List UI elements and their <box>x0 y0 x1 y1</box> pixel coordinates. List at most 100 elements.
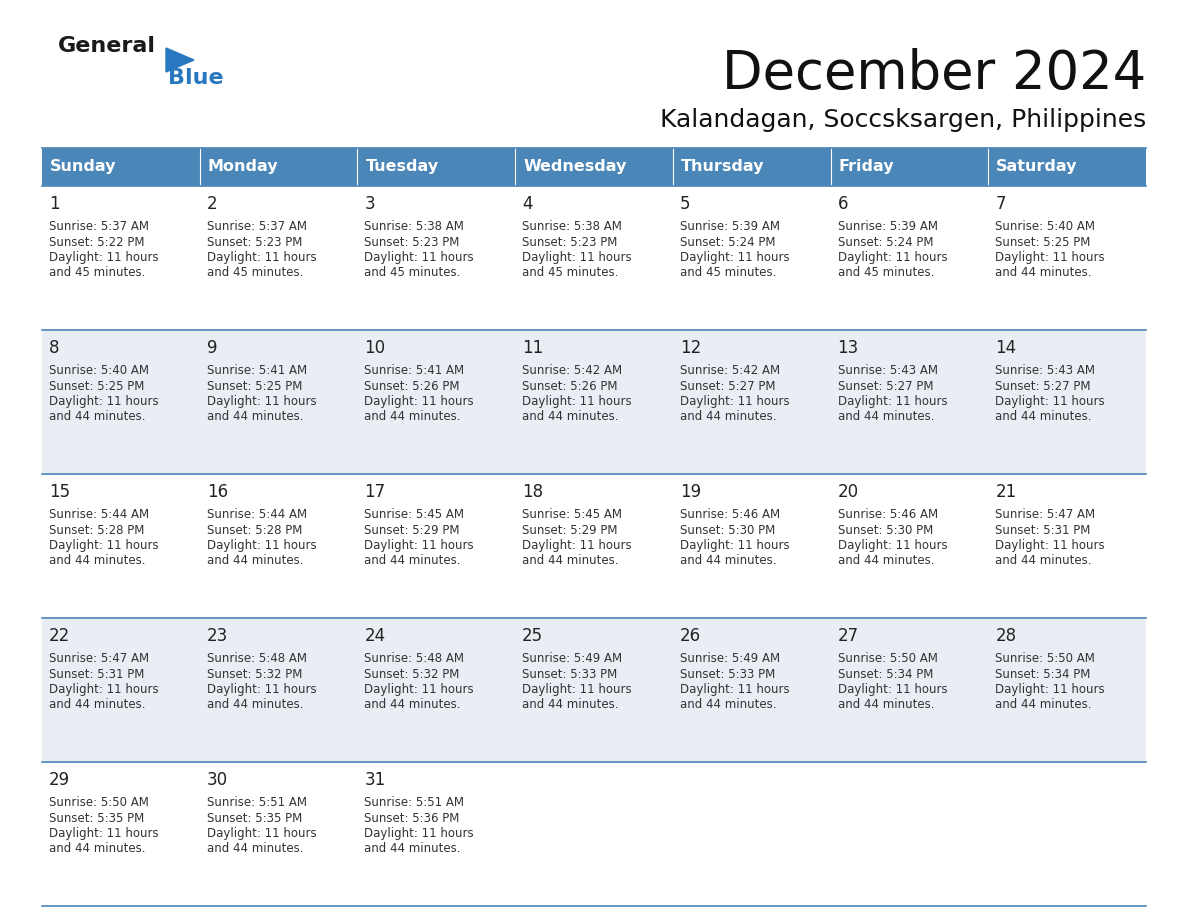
Text: Sunset: 5:35 PM: Sunset: 5:35 PM <box>207 812 302 824</box>
Text: Sunrise: 5:46 AM: Sunrise: 5:46 AM <box>838 508 937 521</box>
Text: Daylight: 11 hours: Daylight: 11 hours <box>49 683 159 696</box>
Text: Sunset: 5:26 PM: Sunset: 5:26 PM <box>365 379 460 393</box>
Text: Daylight: 11 hours: Daylight: 11 hours <box>680 683 790 696</box>
Text: Daylight: 11 hours: Daylight: 11 hours <box>207 827 316 840</box>
Text: 15: 15 <box>49 483 70 501</box>
Text: and 44 minutes.: and 44 minutes. <box>996 266 1092 279</box>
Text: Sunset: 5:33 PM: Sunset: 5:33 PM <box>523 667 618 680</box>
Text: and 45 minutes.: and 45 minutes. <box>365 266 461 279</box>
Text: 12: 12 <box>680 339 701 357</box>
Text: and 44 minutes.: and 44 minutes. <box>49 699 145 711</box>
Text: Daylight: 11 hours: Daylight: 11 hours <box>680 395 790 408</box>
Text: Daylight: 11 hours: Daylight: 11 hours <box>523 683 632 696</box>
Text: Sunrise: 5:40 AM: Sunrise: 5:40 AM <box>49 364 148 377</box>
Text: 10: 10 <box>365 339 386 357</box>
Text: 4: 4 <box>523 195 532 213</box>
Text: Sunrise: 5:44 AM: Sunrise: 5:44 AM <box>49 508 150 521</box>
Text: Sunrise: 5:49 AM: Sunrise: 5:49 AM <box>680 652 781 665</box>
Bar <box>42 762 1146 906</box>
Text: and 45 minutes.: and 45 minutes. <box>523 266 619 279</box>
Text: Sunset: 5:25 PM: Sunset: 5:25 PM <box>49 379 145 393</box>
Text: Sunset: 5:29 PM: Sunset: 5:29 PM <box>365 523 460 536</box>
Text: and 44 minutes.: and 44 minutes. <box>207 554 303 567</box>
Text: Tuesday: Tuesday <box>366 160 438 174</box>
Text: 13: 13 <box>838 339 859 357</box>
Text: Daylight: 11 hours: Daylight: 11 hours <box>207 683 316 696</box>
Text: and 45 minutes.: and 45 minutes. <box>49 266 145 279</box>
Text: Sunset: 5:27 PM: Sunset: 5:27 PM <box>680 379 776 393</box>
Text: Daylight: 11 hours: Daylight: 11 hours <box>838 395 947 408</box>
Text: Daylight: 11 hours: Daylight: 11 hours <box>996 395 1105 408</box>
Text: 5: 5 <box>680 195 690 213</box>
Text: Sunrise: 5:37 AM: Sunrise: 5:37 AM <box>207 220 307 233</box>
Text: Daylight: 11 hours: Daylight: 11 hours <box>49 395 159 408</box>
Text: Sunrise: 5:45 AM: Sunrise: 5:45 AM <box>365 508 465 521</box>
Text: and 44 minutes.: and 44 minutes. <box>365 843 461 856</box>
Text: Sunset: 5:32 PM: Sunset: 5:32 PM <box>207 667 302 680</box>
Text: 14: 14 <box>996 339 1017 357</box>
Text: Sunday: Sunday <box>50 160 116 174</box>
Text: Sunrise: 5:41 AM: Sunrise: 5:41 AM <box>365 364 465 377</box>
Text: and 44 minutes.: and 44 minutes. <box>523 699 619 711</box>
Text: Sunrise: 5:42 AM: Sunrise: 5:42 AM <box>523 364 623 377</box>
Text: and 44 minutes.: and 44 minutes. <box>49 554 145 567</box>
Text: Daylight: 11 hours: Daylight: 11 hours <box>996 683 1105 696</box>
Text: Daylight: 11 hours: Daylight: 11 hours <box>365 395 474 408</box>
Text: Sunrise: 5:50 AM: Sunrise: 5:50 AM <box>838 652 937 665</box>
Text: December 2024: December 2024 <box>722 48 1146 100</box>
Text: Sunrise: 5:50 AM: Sunrise: 5:50 AM <box>996 652 1095 665</box>
Text: Sunrise: 5:48 AM: Sunrise: 5:48 AM <box>207 652 307 665</box>
Text: Sunset: 5:28 PM: Sunset: 5:28 PM <box>49 523 145 536</box>
Text: Sunset: 5:24 PM: Sunset: 5:24 PM <box>680 236 776 249</box>
Text: Daylight: 11 hours: Daylight: 11 hours <box>523 539 632 552</box>
Text: Daylight: 11 hours: Daylight: 11 hours <box>207 395 316 408</box>
Text: Sunset: 5:34 PM: Sunset: 5:34 PM <box>996 667 1091 680</box>
Text: Daylight: 11 hours: Daylight: 11 hours <box>365 539 474 552</box>
Text: Thursday: Thursday <box>681 160 764 174</box>
Text: Daylight: 11 hours: Daylight: 11 hours <box>365 827 474 840</box>
Text: Sunset: 5:33 PM: Sunset: 5:33 PM <box>680 667 775 680</box>
Text: Sunrise: 5:43 AM: Sunrise: 5:43 AM <box>838 364 937 377</box>
Text: Daylight: 11 hours: Daylight: 11 hours <box>365 683 474 696</box>
Text: and 44 minutes.: and 44 minutes. <box>207 699 303 711</box>
Text: Sunrise: 5:51 AM: Sunrise: 5:51 AM <box>365 796 465 809</box>
Text: Daylight: 11 hours: Daylight: 11 hours <box>49 827 159 840</box>
Text: Daylight: 11 hours: Daylight: 11 hours <box>523 395 632 408</box>
Text: 11: 11 <box>523 339 543 357</box>
Text: Monday: Monday <box>208 160 278 174</box>
Text: and 44 minutes.: and 44 minutes. <box>838 699 934 711</box>
Text: and 44 minutes.: and 44 minutes. <box>207 410 303 423</box>
Text: Sunrise: 5:48 AM: Sunrise: 5:48 AM <box>365 652 465 665</box>
Text: Sunset: 5:31 PM: Sunset: 5:31 PM <box>49 667 145 680</box>
Text: Sunset: 5:25 PM: Sunset: 5:25 PM <box>996 236 1091 249</box>
Text: Sunrise: 5:43 AM: Sunrise: 5:43 AM <box>996 364 1095 377</box>
Text: 29: 29 <box>49 771 70 789</box>
Text: 18: 18 <box>523 483 543 501</box>
Bar <box>988 148 1146 186</box>
Text: Sunrise: 5:40 AM: Sunrise: 5:40 AM <box>996 220 1095 233</box>
Bar <box>830 148 988 186</box>
Text: Sunset: 5:29 PM: Sunset: 5:29 PM <box>523 523 618 536</box>
Text: and 44 minutes.: and 44 minutes. <box>49 410 145 423</box>
Text: Sunset: 5:25 PM: Sunset: 5:25 PM <box>207 379 302 393</box>
Text: Daylight: 11 hours: Daylight: 11 hours <box>365 251 474 264</box>
Bar <box>200 148 358 186</box>
Text: and 44 minutes.: and 44 minutes. <box>996 554 1092 567</box>
Text: Sunset: 5:28 PM: Sunset: 5:28 PM <box>207 523 302 536</box>
Text: 27: 27 <box>838 627 859 645</box>
Text: Daylight: 11 hours: Daylight: 11 hours <box>996 251 1105 264</box>
Text: 20: 20 <box>838 483 859 501</box>
Text: 7: 7 <box>996 195 1006 213</box>
Text: Sunrise: 5:50 AM: Sunrise: 5:50 AM <box>49 796 148 809</box>
Text: 1: 1 <box>49 195 59 213</box>
Text: Sunrise: 5:41 AM: Sunrise: 5:41 AM <box>207 364 307 377</box>
Text: Daylight: 11 hours: Daylight: 11 hours <box>523 251 632 264</box>
Bar <box>42 474 1146 618</box>
Text: 24: 24 <box>365 627 386 645</box>
Text: Sunrise: 5:38 AM: Sunrise: 5:38 AM <box>365 220 465 233</box>
Text: Daylight: 11 hours: Daylight: 11 hours <box>838 251 947 264</box>
Text: 31: 31 <box>365 771 386 789</box>
Bar <box>672 148 830 186</box>
Text: 22: 22 <box>49 627 70 645</box>
Text: Sunrise: 5:45 AM: Sunrise: 5:45 AM <box>523 508 623 521</box>
